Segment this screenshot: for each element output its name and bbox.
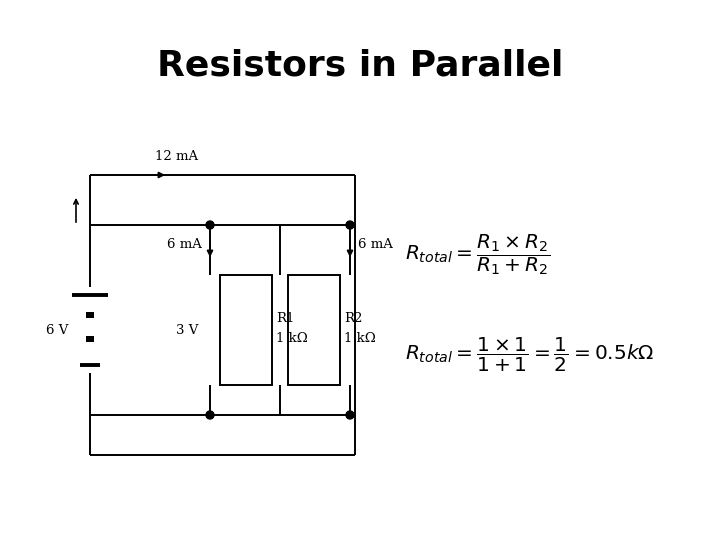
Bar xyxy=(288,275,340,385)
Text: R1: R1 xyxy=(276,312,294,325)
Text: 6 mA: 6 mA xyxy=(358,239,393,252)
Text: $R_{total} = \dfrac{1 \times 1}{1+1} = \dfrac{1}{2} = 0.5k\Omega$: $R_{total} = \dfrac{1 \times 1}{1+1} = \… xyxy=(405,336,654,374)
Circle shape xyxy=(206,221,214,229)
Text: $R_{total} = \dfrac{R_1 \times R_2}{R_1 + R_2}$: $R_{total} = \dfrac{R_1 \times R_2}{R_1 … xyxy=(405,233,550,278)
Circle shape xyxy=(206,411,214,419)
Text: 3 V: 3 V xyxy=(176,323,198,336)
Text: 12 mA: 12 mA xyxy=(155,150,198,163)
Text: 1 kΩ: 1 kΩ xyxy=(276,332,307,345)
Bar xyxy=(86,312,94,318)
Text: Resistors in Parallel: Resistors in Parallel xyxy=(157,48,563,82)
Text: 1 kΩ: 1 kΩ xyxy=(344,332,376,345)
Bar xyxy=(86,336,94,342)
Text: 6 V: 6 V xyxy=(45,323,68,336)
Bar xyxy=(220,275,272,385)
Text: 6 mA: 6 mA xyxy=(167,239,202,252)
Circle shape xyxy=(346,221,354,229)
Circle shape xyxy=(346,411,354,419)
Text: R2: R2 xyxy=(344,312,362,325)
